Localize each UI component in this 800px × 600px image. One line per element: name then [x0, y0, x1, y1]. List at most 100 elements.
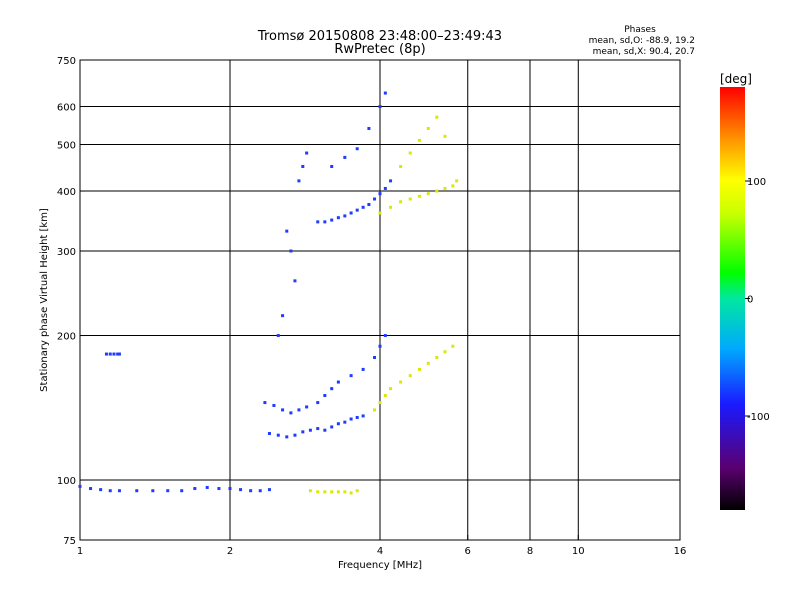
x-tick-label: 6 — [465, 546, 471, 557]
data-point — [355, 489, 359, 493]
data-point — [343, 214, 347, 218]
data-point — [323, 490, 327, 494]
data-point — [104, 352, 108, 356]
data-point — [301, 164, 305, 168]
colorbar-tick-label: 0 — [747, 295, 753, 306]
data-point — [305, 405, 309, 409]
data-point — [455, 179, 459, 183]
data-point — [383, 394, 387, 398]
data-point — [349, 417, 353, 421]
data-point — [408, 151, 412, 155]
data-point — [99, 488, 103, 492]
data-point — [336, 422, 340, 426]
data-point — [426, 192, 430, 196]
data-point — [355, 147, 359, 151]
data-point — [417, 367, 421, 371]
data-point — [367, 126, 371, 130]
y-tick-label: 300 — [57, 247, 76, 258]
y-tick-label: 500 — [57, 141, 76, 152]
data-point — [367, 202, 371, 206]
stats-o-mode: mean, sd,O: -88.9, 19.2 — [589, 36, 695, 46]
data-point — [378, 192, 382, 196]
data-point — [435, 189, 439, 193]
data-point — [116, 352, 120, 356]
data-point — [408, 374, 412, 378]
data-point — [281, 314, 285, 318]
data-point — [308, 428, 312, 432]
data-point — [323, 220, 327, 224]
x-axis-ticks: 1 2 4 6 8 10 16 — [77, 535, 686, 557]
data-point — [399, 380, 403, 384]
data-point — [361, 367, 365, 371]
data-point — [217, 487, 221, 491]
data-point — [117, 489, 121, 493]
data-point — [383, 91, 387, 95]
data-point — [117, 352, 121, 356]
data-point — [228, 487, 232, 491]
data-point — [435, 115, 439, 119]
data-point — [263, 401, 267, 405]
series-x-mode — [308, 115, 459, 495]
data-point — [267, 488, 271, 492]
data-point — [451, 184, 455, 188]
data-point — [378, 105, 382, 109]
data-point — [343, 490, 347, 494]
data-point — [166, 489, 170, 493]
data-point — [336, 380, 340, 384]
data-point — [408, 197, 412, 201]
data-point — [389, 387, 393, 391]
data-point — [297, 408, 301, 412]
data-point — [285, 229, 289, 233]
data-point — [316, 220, 320, 224]
data-point — [373, 408, 377, 412]
y-tick-label: 75 — [63, 536, 76, 547]
data-point — [343, 420, 347, 424]
x-tick-label: 2 — [227, 546, 233, 557]
data-point — [108, 352, 112, 356]
data-point — [426, 126, 430, 130]
stats-heading: Phases — [624, 25, 656, 35]
data-point — [361, 414, 365, 418]
data-point — [378, 211, 382, 215]
data-points — [78, 91, 459, 495]
data-point — [151, 489, 155, 493]
stats-x-mode: mean, sd,X: 90.4, 20.7 — [593, 47, 695, 57]
data-point — [330, 218, 334, 222]
data-point — [316, 427, 320, 431]
data-point — [112, 352, 116, 356]
data-point — [443, 134, 447, 138]
data-point — [451, 344, 455, 348]
x-tick-label: 8 — [527, 546, 533, 557]
y-tick-label: 600 — [57, 103, 76, 114]
y-tick-label: 400 — [57, 187, 76, 198]
data-point — [330, 387, 334, 391]
data-point — [355, 208, 359, 212]
colorbar-label: [deg] — [720, 72, 752, 86]
data-point — [336, 216, 340, 220]
x-tick-label: 4 — [377, 546, 383, 557]
data-point — [258, 489, 262, 493]
x-axis-label: Frequency [MHz] — [338, 560, 422, 571]
data-point — [316, 490, 320, 494]
data-point — [330, 490, 334, 494]
data-point — [417, 194, 421, 198]
colorbar: [deg] 100 0 -100 — [720, 72, 770, 510]
data-point — [276, 433, 280, 437]
data-point — [297, 179, 301, 183]
data-point — [373, 197, 377, 201]
data-point — [267, 432, 271, 436]
data-point — [180, 489, 184, 493]
data-point — [289, 411, 293, 415]
data-point — [301, 430, 305, 434]
colorbar-tick-label: -100 — [747, 412, 770, 423]
data-point — [108, 489, 112, 493]
data-point — [349, 491, 353, 495]
chart-subtitle: RwPretec (8p) — [334, 42, 425, 57]
data-point — [378, 344, 382, 348]
data-point — [361, 205, 365, 209]
data-point — [276, 334, 280, 338]
x-tick-label: 10 — [572, 546, 585, 557]
y-tick-label: 750 — [57, 56, 76, 67]
data-point — [355, 415, 359, 419]
x-tick-label: 1 — [77, 546, 83, 557]
